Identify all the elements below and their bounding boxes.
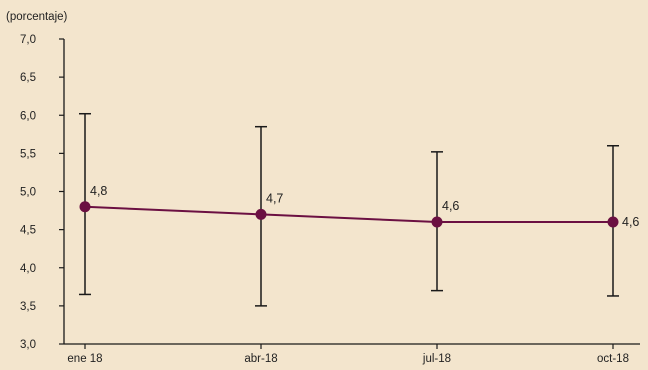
y-tick-label: 3,0 — [20, 339, 36, 351]
y-tick-label: 7,0 — [20, 34, 36, 46]
data-point — [607, 216, 619, 228]
data-point — [79, 201, 91, 213]
y-tick-label: 6,0 — [20, 110, 36, 122]
y-tick-label: 4,0 — [20, 263, 36, 275]
data-label: 4,7 — [266, 191, 283, 205]
y-tick-label: 6,5 — [20, 72, 36, 84]
y-tick-label: 5,0 — [20, 187, 36, 199]
x-tick-label: abr-18 — [244, 353, 277, 365]
data-labels: 4,8 4,7 4,6 4,6 — [90, 184, 639, 229]
y-tick-label: 4,5 — [20, 225, 36, 237]
data-label: 4,6 — [442, 199, 459, 213]
axes — [63, 39, 640, 345]
y-axis-ticks: 3,0 3,5 4,0 4,5 5,0 5,5 6,0 6,5 7,0 — [20, 34, 64, 351]
x-tick-label: jul-18 — [422, 353, 451, 365]
data-label: 4,6 — [622, 215, 639, 229]
series-line-group — [79, 201, 619, 228]
data-label: 4,8 — [90, 184, 107, 198]
x-tick-label: oct-18 — [597, 353, 629, 365]
data-point — [431, 216, 443, 228]
x-axis-ticks: ene 18 abr-18 jul-18 oct-18 — [67, 344, 629, 365]
y-tick-label: 3,5 — [20, 301, 36, 313]
y-tick-label: 5,5 — [20, 148, 36, 160]
data-point — [255, 208, 267, 220]
x-tick-label: ene 18 — [67, 353, 102, 365]
series-line — [84, 205, 613, 223]
y-axis-unit-label: (porcentaje) — [6, 11, 68, 23]
